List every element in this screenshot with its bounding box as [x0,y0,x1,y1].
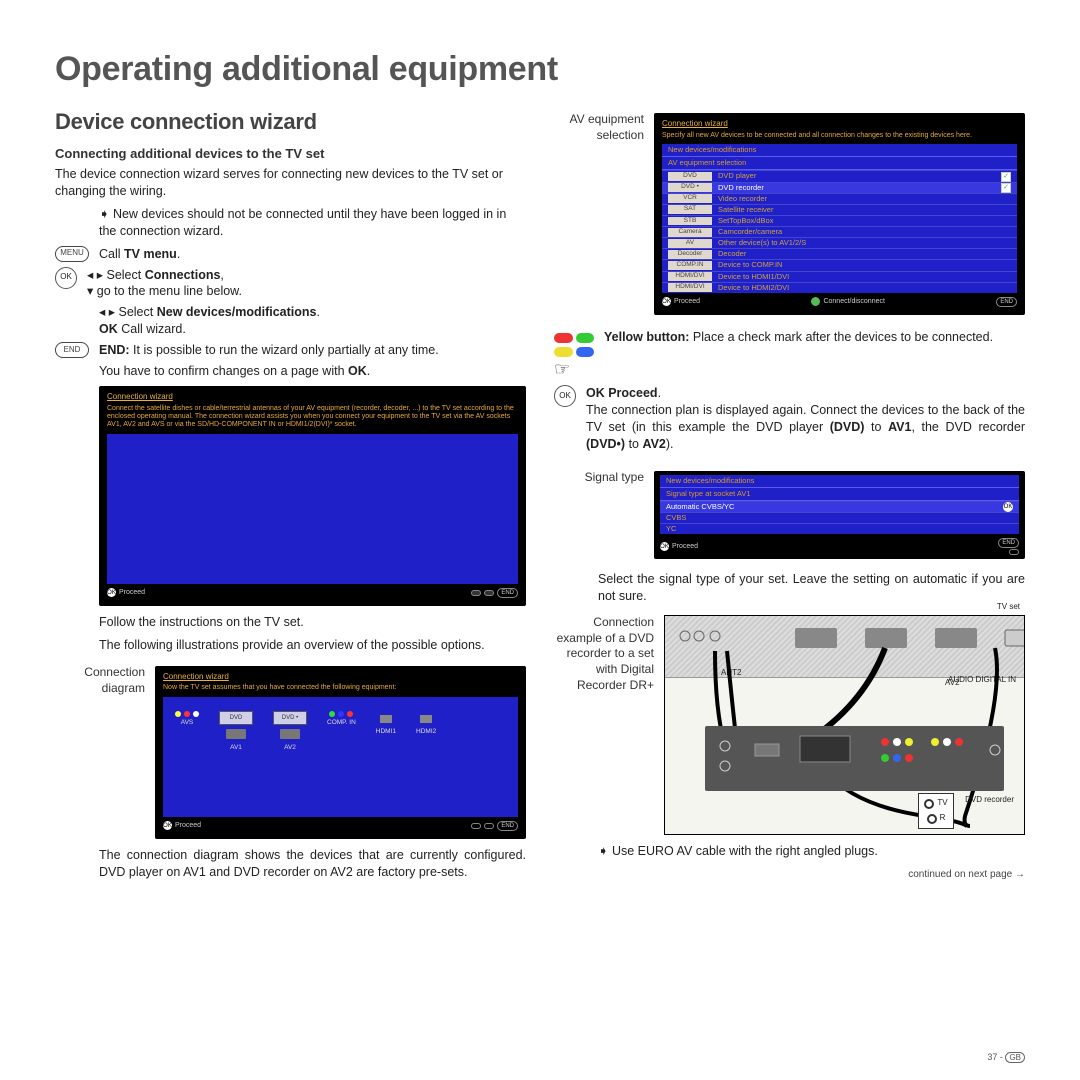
screen1-end: END [471,588,518,598]
screen1-desc: Connect the satellite dishes or cable/te… [107,405,518,430]
left-column: Device connection wizard Connecting addi… [55,107,526,887]
select-new-devices: ◂ ▸ Select New devices/modifications. OK… [99,304,526,338]
yellow-button-text: Yellow button: Place a check mark after … [604,329,1025,346]
ok-proceed: OK Proceed. [586,385,1025,402]
connection-diagram-label: Connection diagram [55,664,145,696]
signal-type-text: Select the signal type of your set. Leav… [598,571,1025,605]
device-row[interactable]: HDMI/DVIDevice to HDMI1/DVI [662,271,1017,282]
device-row[interactable]: CameraCamcorder/camera [662,226,1017,237]
device-row[interactable]: DVDDVD player✓ [662,170,1017,181]
device-row[interactable]: COMP.INDevice to COMP.IN [662,259,1017,270]
signal-type-label: Signal type [554,469,644,485]
tv-screen-2: Connection wizard Now the TV set assumes… [155,666,526,839]
connection-diagram: TV set ANT2 [664,615,1025,835]
follow-text: Follow the instructions on the TV set. [99,614,526,631]
screen1-proceed: OKProceed [107,588,145,597]
device-row[interactable]: DVD •DVD recorder✓ [662,182,1017,193]
av-selection-label: AV equipment selection [554,111,644,143]
device-row[interactable]: HDMI/DVIDevice to HDMI2/DVI [662,282,1017,293]
antenna-plug: TV R [918,793,954,829]
page-number: 37 - GB [987,1052,1025,1062]
euro-cable-note: ➧ Use EURO AV cable with the right angle… [598,843,1025,860]
color-buttons-icon: ☞ [554,329,594,381]
device-row[interactable]: STBSetTopBox/dBox [662,215,1017,226]
confirm-text: You have to confirm changes on a page wi… [99,363,526,380]
tv-screen-1: Connection wizard Connect the satellite … [99,386,526,606]
tv-screen-4: New devices/modifications Signal type at… [654,471,1025,560]
end-text: END: It is possible to run the wizard on… [99,342,526,359]
ok-button-icon-2[interactable]: OK [554,385,576,407]
right-column: AV equipment selection Connection wizard… [554,107,1025,887]
subsection-heading: Connecting additional devices to the TV … [55,145,526,163]
connection-example-label: Connection example of a DVD recorder to … [554,615,654,693]
note-new-devices: ➧ New devices should not be connected un… [99,206,526,240]
menu-button[interactable]: MENU [55,246,89,262]
call-tv-menu: Call TV menu. [99,246,526,263]
connection-plan-text: The connection plan is displayed again. … [586,402,1025,453]
overview-text: The following illustrations provide an o… [99,637,526,654]
screen1-title: Connection wizard [107,392,518,403]
intro-text: The device connection wizard serves for … [55,166,526,200]
ok-button-icon[interactable]: OK [55,267,77,289]
select-connections: ◂ ▸ Select Connections, [87,267,526,284]
continued-note: continued on next page → [554,868,1025,882]
end-button[interactable]: END [55,342,89,358]
page-title: Operating additional equipment [55,50,1025,89]
pointing-hand-icon: ☞ [554,359,570,379]
device-row[interactable]: SATSatellite receiver [662,204,1017,215]
diagram-desc: The connection diagram shows the devices… [99,847,526,881]
device-row[interactable]: DecoderDecoder [662,248,1017,259]
device-row[interactable]: VCRVideo recorder [662,193,1017,204]
tv-screen-3: Connection wizard Specify all new AV dev… [654,113,1025,315]
goto-menu-line: ▾ go to the menu line below. [87,283,526,300]
device-row[interactable]: AVOther device(s) to AV1/2/S [662,237,1017,248]
section-heading: Device connection wizard [55,107,526,137]
